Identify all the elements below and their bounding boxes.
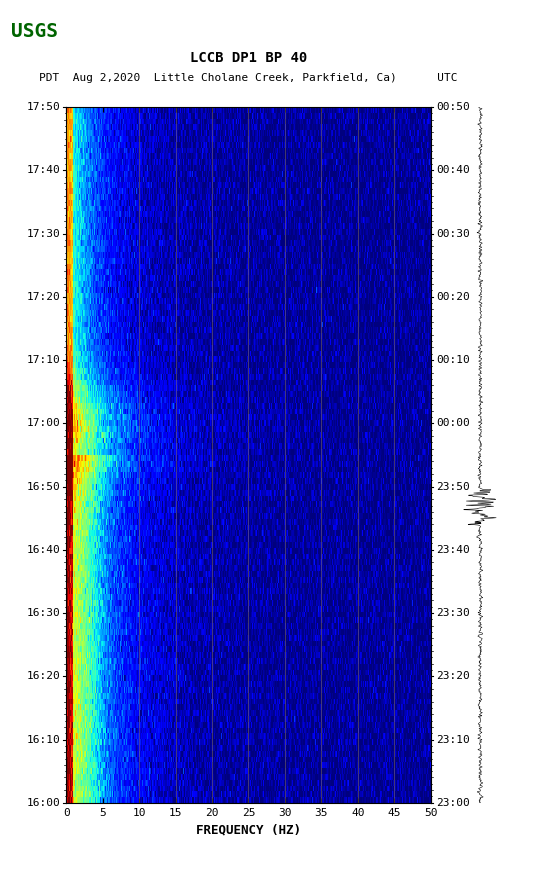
Text: 16:30: 16:30 [27,608,61,618]
Text: 17:50: 17:50 [27,102,61,112]
Text: 00:10: 00:10 [436,355,470,365]
Text: 00:30: 00:30 [436,228,470,238]
Text: 16:50: 16:50 [27,482,61,491]
Text: 00:40: 00:40 [436,165,470,176]
Text: 23:10: 23:10 [436,734,470,745]
Text: USGS: USGS [11,21,58,41]
Text: 23:30: 23:30 [436,608,470,618]
Text: 17:20: 17:20 [27,292,61,301]
Text: 23:20: 23:20 [436,672,470,681]
Text: 17:40: 17:40 [27,165,61,176]
Text: 00:20: 00:20 [436,292,470,301]
Text: 23:00: 23:00 [436,797,470,808]
Text: 00:50: 00:50 [436,102,470,112]
Text: 16:40: 16:40 [27,545,61,555]
Text: 17:30: 17:30 [27,228,61,238]
Text: LCCB DP1 BP 40: LCCB DP1 BP 40 [190,51,307,65]
Text: 23:50: 23:50 [436,482,470,491]
Text: 17:00: 17:00 [27,418,61,428]
Text: 23:40: 23:40 [436,545,470,555]
Text: PDT  Aug 2,2020  Little Cholane Creek, Parkfield, Ca)      UTC: PDT Aug 2,2020 Little Cholane Creek, Par… [39,73,458,84]
Text: 16:20: 16:20 [27,672,61,681]
Text: 00:00: 00:00 [436,418,470,428]
Text: 17:10: 17:10 [27,355,61,365]
X-axis label: FREQUENCY (HZ): FREQUENCY (HZ) [196,823,301,836]
Text: 16:00: 16:00 [27,797,61,808]
Text: 16:10: 16:10 [27,734,61,745]
